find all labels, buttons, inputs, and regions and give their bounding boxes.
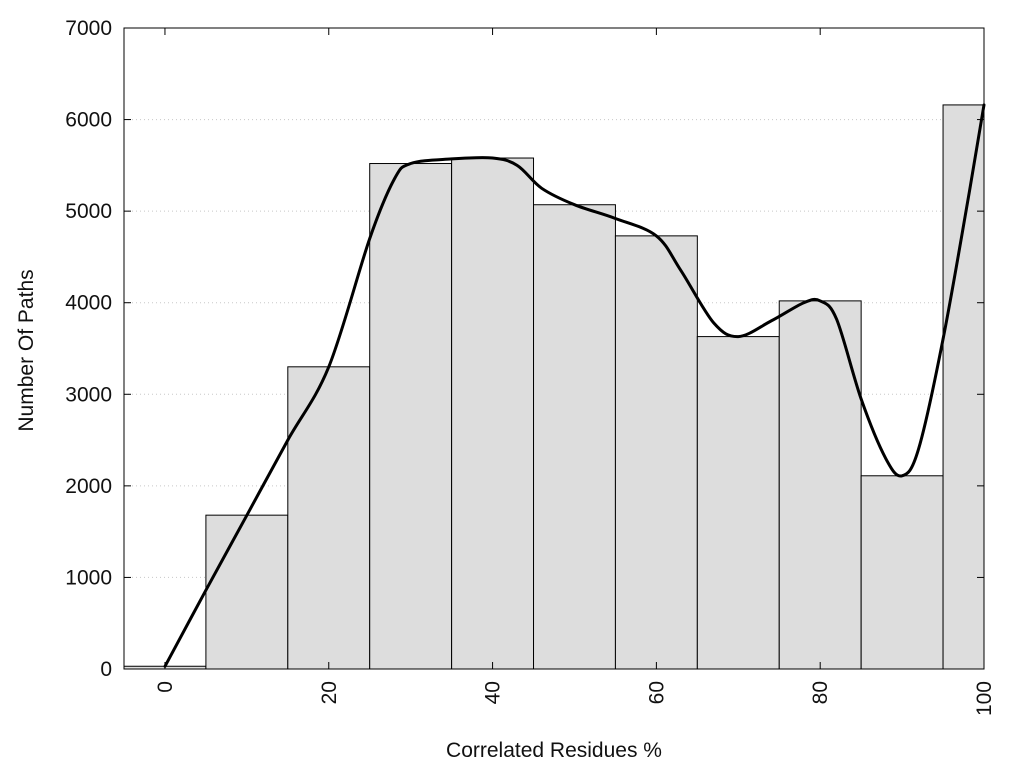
y-axis-title: Number Of Paths <box>15 269 38 431</box>
y-tick-label: 6000 <box>65 109 112 132</box>
bar <box>614 235 698 670</box>
x-tick-label: 20 <box>318 681 341 704</box>
bar <box>696 336 780 670</box>
x-tick-label: 60 <box>645 681 668 704</box>
y-tick-label: 5000 <box>65 200 112 223</box>
bar <box>287 366 371 670</box>
y-tick-label: 0 <box>100 658 112 681</box>
smoothed-curve-line <box>163 103 986 668</box>
bar <box>369 163 453 670</box>
y-tick-label: 3000 <box>65 383 112 406</box>
x-tick-label: 40 <box>482 681 505 704</box>
y-axis-ticks: 0 1000 2000 3000 4000 5000 6000 7000 <box>65 17 984 681</box>
bar <box>533 204 616 670</box>
y-tick-label: 2000 <box>65 475 112 498</box>
x-tick-label: 100 <box>973 681 996 716</box>
y-tick-label: 1000 <box>65 566 112 589</box>
bar <box>778 300 862 670</box>
y-tick-label: 4000 <box>65 292 112 315</box>
x-axis-title: Correlated Residues % <box>446 739 662 762</box>
x-tick-label: 80 <box>809 681 832 704</box>
bar <box>942 104 985 670</box>
plot-frame <box>123 27 985 670</box>
x-tick-label: 0 <box>154 681 177 693</box>
bar <box>860 475 944 670</box>
bars <box>123 104 985 670</box>
y-tick-label: 7000 <box>65 17 112 40</box>
bar <box>451 157 535 670</box>
bar <box>205 514 289 670</box>
x-axis-ticks: 0 20 40 60 80 100 <box>154 28 996 716</box>
